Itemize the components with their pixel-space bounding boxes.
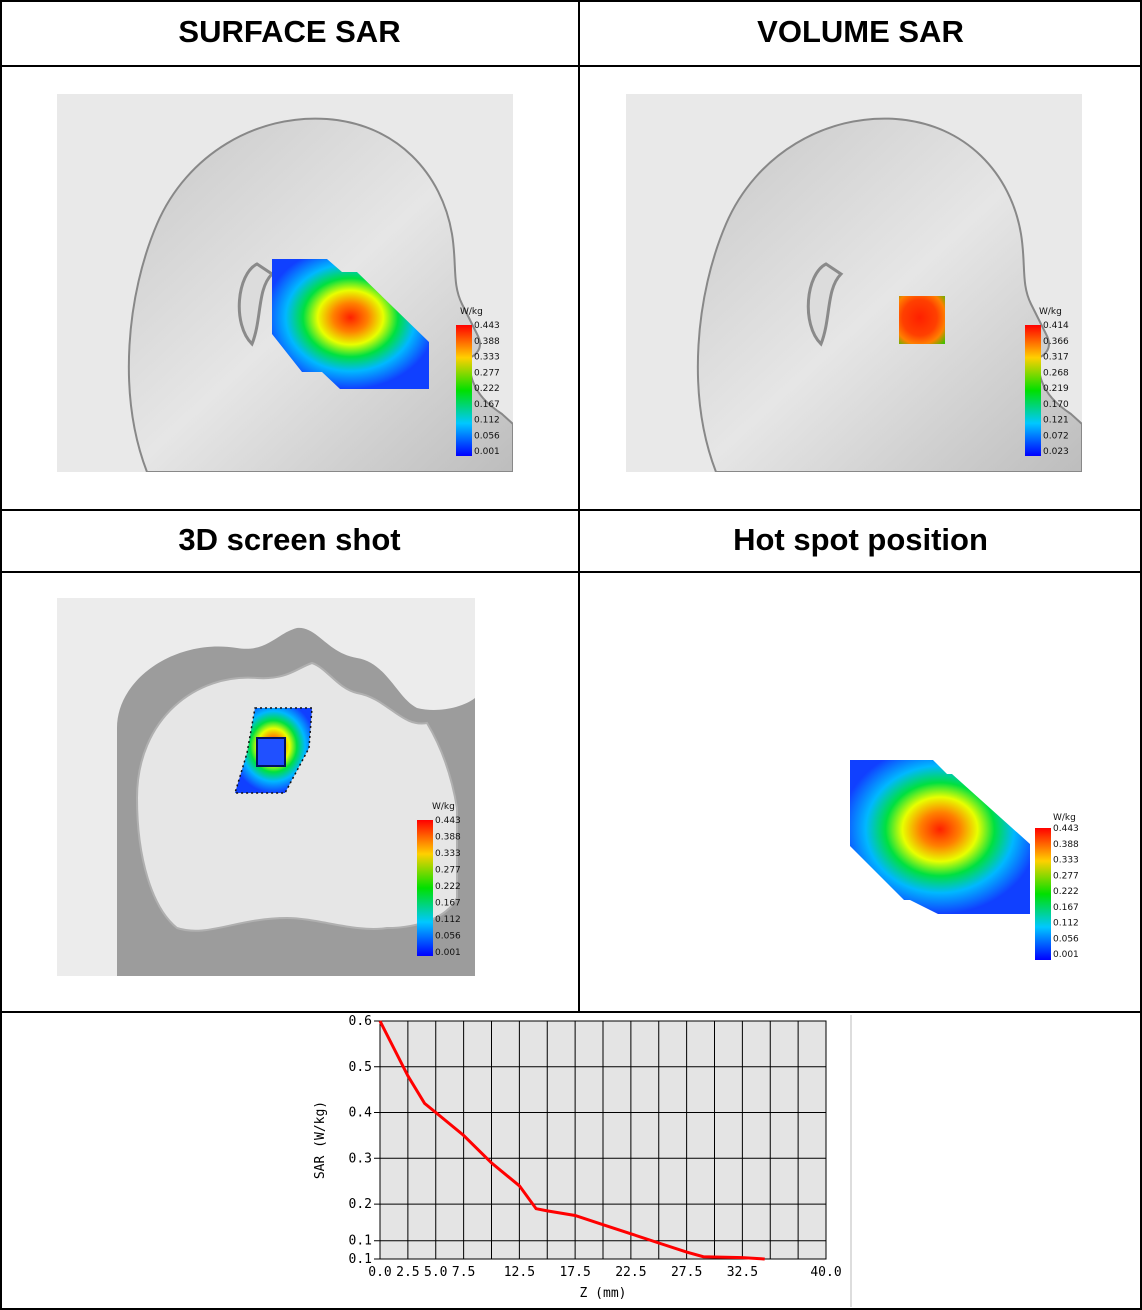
- legend-ticks: 0.443 0.388 0.333 0.277 0.222 0.167 0.112 0.056…: [1053, 824, 1079, 960]
- legend-tick-label: 0.112: [1053, 919, 1079, 929]
- legend-tick-label: 0.277: [1053, 871, 1079, 881]
- legend-tick-label: 0.056: [474, 431, 500, 441]
- x-tick-label: 27.5: [671, 1265, 702, 1280]
- legend-unit: W/kg: [1039, 307, 1062, 317]
- ear-outline: [237, 262, 275, 347]
- legend-tick-label: 0.001: [1053, 950, 1079, 960]
- legend-tick-label: 0.170: [1043, 400, 1069, 410]
- legend-tick-label: 0.366: [1043, 337, 1069, 347]
- legend-ticks: 0.443 0.388 0.333 0.277 0.222 0.167 0.112 0.056…: [474, 321, 500, 457]
- surface-sar-image: W/kg 0.443 0.388 0.333 0.277 0.222 0.167 0.112…: [57, 94, 513, 472]
- volume-sar-title: VOLUME SAR: [757, 14, 964, 49]
- legend-tick-label: 0.443: [1053, 824, 1079, 834]
- legend-tick-label: 0.001: [474, 447, 500, 457]
- color-scale-bar: [1025, 325, 1041, 456]
- y-tick-label: 0.6: [349, 1015, 372, 1029]
- x-tick-label: 2.5: [396, 1265, 419, 1280]
- legend-unit: W/kg: [432, 802, 455, 812]
- x-axis-label: Z (mm): [580, 1286, 627, 1301]
- color-scale-bar: [456, 325, 472, 456]
- legend-tick-label: 0.222: [1053, 887, 1079, 897]
- volume-cube: [256, 737, 286, 767]
- legend-tick-label: 0.167: [435, 899, 461, 909]
- sar-series-line: [378, 1020, 765, 1261]
- legend-tick-label: 0.333: [435, 849, 461, 859]
- legend-tick-label: 0.268: [1043, 368, 1069, 378]
- legend-tick-label: 0.317: [1043, 353, 1069, 363]
- legend-tick-label: 0.001: [435, 948, 461, 958]
- x-tick-label: 22.5: [615, 1265, 646, 1280]
- screenshot-3d-image: W/kg 0.443 0.388 0.333 0.277 0.222 0.167 0.112…: [57, 598, 475, 976]
- legend-tick-label: 0.222: [474, 384, 500, 394]
- hotspot-position-image: W/kg 0.443 0.388 0.333 0.277 0.222 0.167 0.112…: [850, 760, 1079, 960]
- screenshot-3d-title: 3D screen shot: [178, 522, 401, 557]
- ear-outline: [806, 262, 844, 347]
- legend-tick-label: 0.219: [1043, 384, 1069, 394]
- legend-tick-label: 0.167: [1053, 903, 1079, 913]
- x-tick-label: 32.5: [727, 1265, 758, 1280]
- x-tick-label: 7.5: [452, 1265, 475, 1280]
- legend-tick-label: 0.023: [1043, 447, 1069, 457]
- x-tick-label: 5.0: [424, 1265, 447, 1280]
- legend-tick-label: 0.121: [1043, 416, 1069, 426]
- sar-heatmap-surface: [272, 259, 429, 389]
- legend-tick-label: 0.072: [1043, 431, 1069, 441]
- legend-tick-label: 0.443: [435, 816, 461, 826]
- zscan-chart: 0.6 0.5 0.4 0.3 0.2 0.1 0.1 0.0 2.5 5.0 7.5 12.5 17…: [300, 1015, 852, 1307]
- legend-tick-label: 0.056: [1053, 934, 1079, 944]
- legend-tick-label: 0.277: [474, 368, 500, 378]
- x-tick-label: 12.5: [504, 1265, 535, 1280]
- y-tick-label: 0.2: [349, 1197, 372, 1212]
- legend-ticks: 0.443 0.388 0.333 0.277 0.222 0.167 0.112 0.056…: [435, 816, 461, 958]
- x-tick-labels: 0.0 2.5 5.0 7.5 12.5 17.5 22.5 27.5 32.5 40.0: [368, 1265, 841, 1280]
- legend-tick-label: 0.333: [474, 353, 500, 363]
- legend-tick-label: 0.388: [474, 337, 500, 347]
- legend-unit: W/kg: [460, 307, 483, 317]
- y-tick-label: 0.3: [349, 1151, 372, 1166]
- legend-tick-label: 0.056: [435, 932, 461, 942]
- x-tick-label: 40.0: [810, 1265, 841, 1280]
- y-tick-labels: 0.6 0.5 0.4 0.3 0.2 0.1 0.1: [349, 1015, 373, 1267]
- head-top-view: [135, 661, 458, 932]
- sar-heatmap-volume: [899, 296, 945, 344]
- legend-tick-label: 0.414: [1043, 321, 1069, 331]
- y-axis-label: SAR (W/kg): [313, 1101, 328, 1179]
- x-tick-label: 17.5: [559, 1265, 590, 1280]
- legend-unit: W/kg: [1053, 813, 1076, 823]
- legend-tick-label: 0.112: [474, 416, 500, 426]
- legend-tick-label: 0.112: [435, 915, 461, 925]
- surface-sar-title: SURFACE SAR: [178, 14, 401, 49]
- color-scale-bar: [1035, 828, 1051, 960]
- gridlines: [374, 1020, 826, 1260]
- y-tick-label: 0.1: [349, 1234, 372, 1249]
- color-scale-bar: [417, 820, 433, 956]
- legend-tick-label: 0.333: [1053, 856, 1079, 866]
- x-tick-label: 0.0: [368, 1265, 391, 1280]
- legend-tick-label: 0.388: [1053, 840, 1079, 850]
- legend-tick-label: 0.443: [474, 321, 500, 331]
- hotspot-position-title: Hot spot position: [733, 522, 988, 557]
- legend-tick-label: 0.388: [435, 833, 461, 843]
- legend-tick-label: 0.277: [435, 866, 461, 876]
- y-tick-label: 0.5: [349, 1060, 372, 1075]
- legend-tick-label: 0.222: [435, 882, 461, 892]
- legend-tick-label: 0.167: [474, 400, 500, 410]
- volume-sar-image: W/kg 0.414 0.366 0.317 0.268 0.219 0.170 0.121…: [626, 94, 1082, 472]
- y-tick-label: 0.4: [349, 1106, 373, 1121]
- legend-ticks: 0.414 0.366 0.317 0.268 0.219 0.170 0.121 0.072…: [1043, 321, 1069, 457]
- y-tick-label: 0.1: [349, 1252, 372, 1267]
- sar-heatmap-hotspot: [850, 760, 1030, 914]
